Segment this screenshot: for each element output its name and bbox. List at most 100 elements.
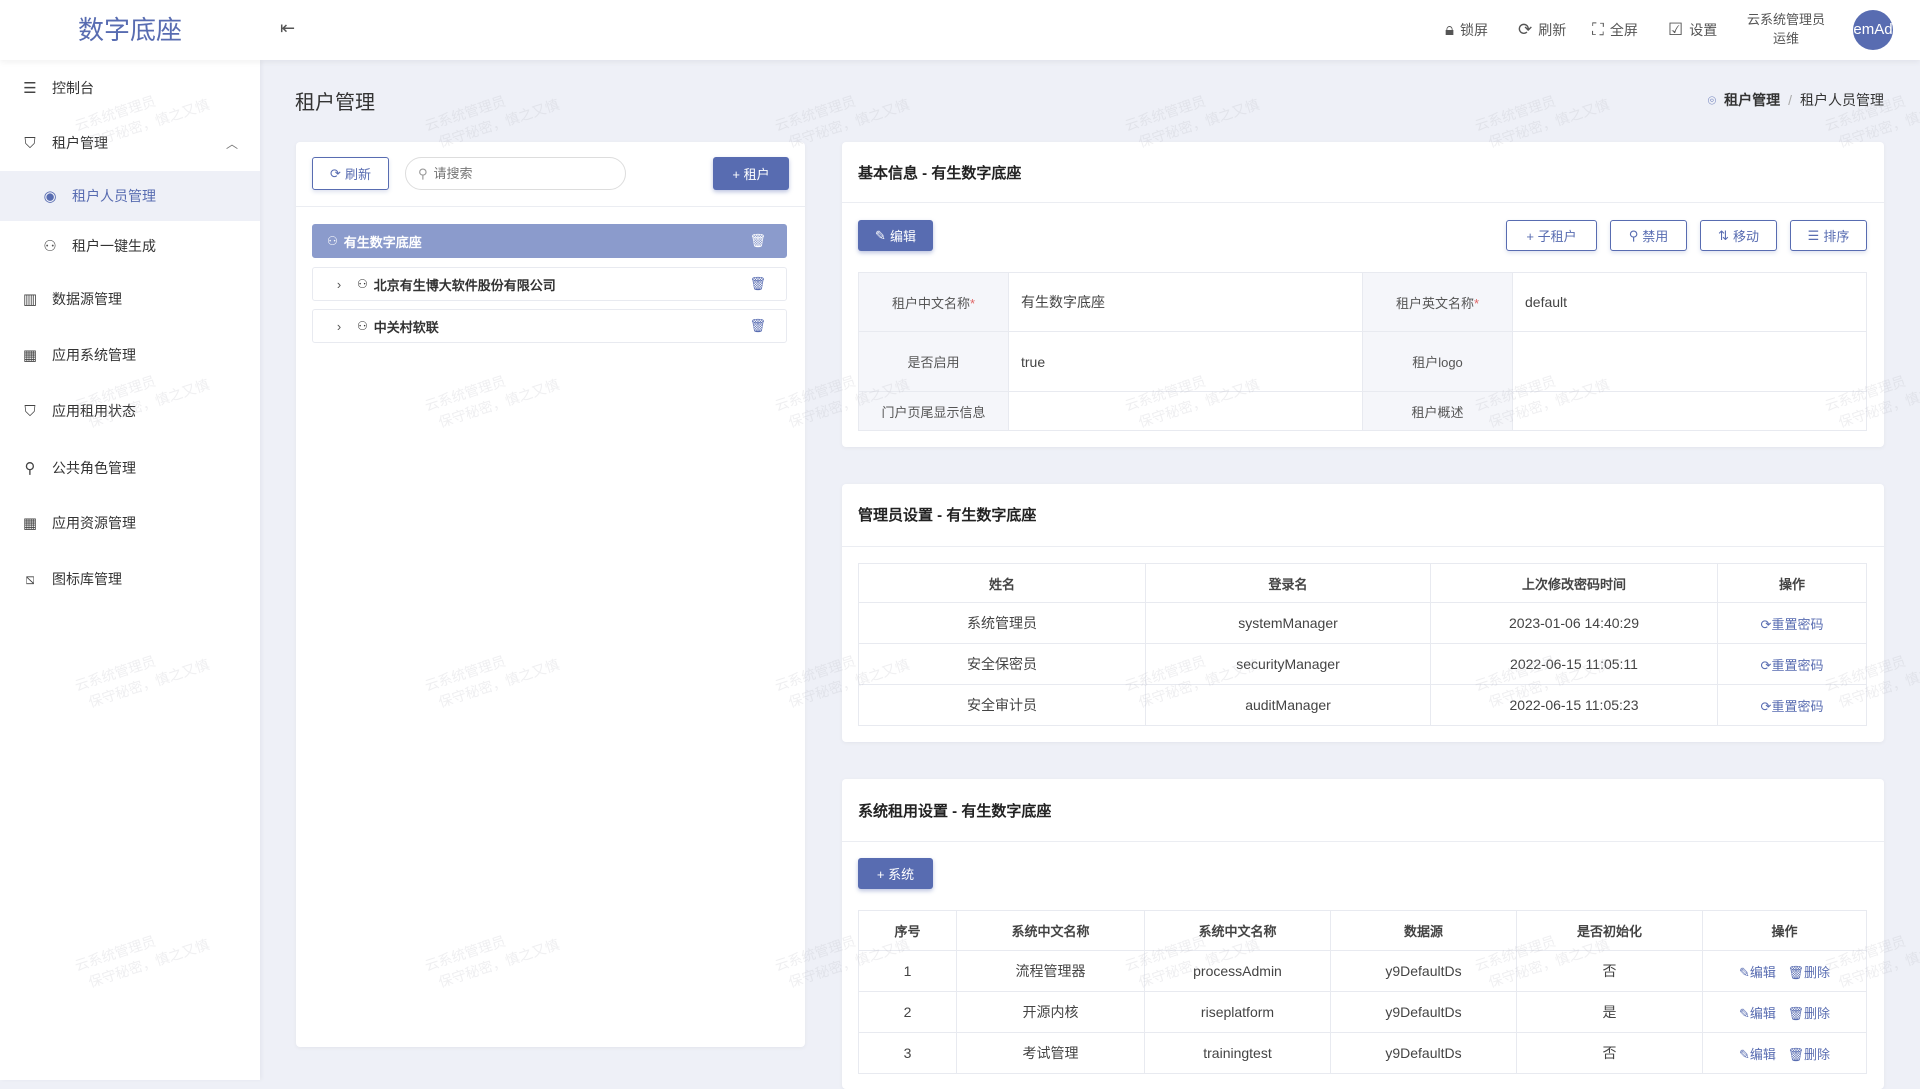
lock-screen-button[interactable]: 🔒︎ 锁屏: [1445, 20, 1488, 40]
grid-icon: ▦: [22, 347, 38, 364]
collapse-sidebar-icon[interactable]: ⇤: [280, 18, 296, 38]
database-icon: ▥: [22, 291, 38, 308]
table-cell: y9DefaultDs: [1330, 950, 1517, 992]
reset-password-link[interactable]: ⟳重置密码: [1761, 658, 1824, 673]
table-row: 安全保密员 securityManager 2022-06-15 11:05:11 ⟳…: [858, 643, 1867, 685]
tree-node[interactable]: › ⚇ 中关村软联 🗑︎: [312, 309, 787, 343]
chevron-right-icon[interactable]: ›: [336, 318, 342, 334]
sidebar-item-app-system[interactable]: ▦ 应用系统管理: [0, 330, 260, 380]
edit-link[interactable]: ✎编辑: [1739, 1047, 1776, 1062]
edit-link[interactable]: ✎编辑: [1739, 965, 1776, 980]
delete-icon[interactable]: 🗑︎: [749, 276, 766, 291]
table-cell: 否: [1516, 950, 1703, 992]
panel-title: 系统租用设置 - 有生数字底座: [858, 803, 1052, 820]
refresh-button[interactable]: ⟳ 刷新: [1518, 20, 1566, 40]
top-header: 数字底座 ⇤ 🔒︎ 锁屏 ⟳ 刷新 ⛶ 全屏 ☑ 设置 云系统管理员 运维 emAd: [0, 0, 1920, 60]
delete-icon[interactable]: 🗑︎: [749, 233, 766, 248]
sidebar-item-tenant-management[interactable]: ⛉ 租户管理 ︿: [0, 118, 260, 168]
column-header: 登录名: [1145, 563, 1431, 603]
reset-password-link[interactable]: ⟳重置密码: [1761, 699, 1824, 714]
sidebar-item-tenant-personnel[interactable]: ◉ 租户人员管理: [0, 171, 260, 221]
panel-title: 基本信息 - 有生数字底座: [858, 165, 1022, 182]
breadcrumb-item: 租户人员管理: [1800, 92, 1884, 108]
trash-icon: 🗑︎: [1787, 1046, 1805, 1062]
users-icon: ⚇: [327, 234, 338, 248]
divider: [842, 841, 1884, 842]
table-header-row: 序号 系统中文名称 系统中文名称 数据源 是否初始化 操作: [858, 910, 1867, 951]
column-header: 是否初始化: [1516, 910, 1703, 951]
fullscreen-button[interactable]: ⛶ 全屏: [1592, 20, 1638, 40]
add-system-button[interactable]: + 系统: [858, 858, 933, 889]
table-cell: 2023-01-06 14:40:29: [1430, 602, 1718, 644]
breadcrumb: ⌾ 租户管理 / 租户人员管理: [1708, 90, 1884, 110]
sidebar-item-app-resources[interactable]: ▦ 应用资源管理: [0, 498, 260, 548]
sidebar-item-public-roles[interactable]: ⚲ 公共角色管理: [0, 443, 260, 493]
tree-refresh-button[interactable]: ⟳ 刷新: [312, 157, 389, 190]
table-cell: processAdmin: [1144, 950, 1331, 992]
settings-button[interactable]: ☑ 设置: [1668, 20, 1717, 40]
table-cell: 安全审计员: [858, 684, 1146, 726]
sidebar-item-label: 控制台: [52, 80, 94, 96]
chevron-right-icon[interactable]: ›: [336, 276, 342, 292]
column-header: 数据源: [1330, 910, 1517, 951]
sidebar-item-tenant-generate[interactable]: ⚇ 租户一键生成: [0, 221, 260, 271]
sidebar-item-app-rental[interactable]: ⛉ 应用租用状态: [0, 386, 260, 436]
cn-name-value: 有生数字底座: [1008, 272, 1363, 332]
table-cell: y9DefaultDs: [1330, 1032, 1517, 1074]
table-cell: 考试管理: [956, 1032, 1145, 1074]
grid-icon: ▦: [22, 515, 38, 532]
sidebar-item-icon-library[interactable]: ⧅ 图标库管理: [0, 554, 260, 604]
delete-icon[interactable]: 🗑︎: [749, 318, 766, 333]
reset-password-link[interactable]: ⟳重置密码: [1761, 617, 1824, 632]
disable-button[interactable]: ⚲ 禁用: [1610, 220, 1687, 251]
add-tenant-button[interactable]: + 租户: [713, 157, 789, 190]
sidebar-item-label: 应用租用状态: [52, 403, 136, 419]
user-role: 运维: [1772, 31, 1799, 46]
refresh-icon: ⟳: [1760, 616, 1772, 632]
column-header: 序号: [858, 910, 957, 951]
system-rental-panel: 系统租用设置 - 有生数字底座 + 系统 序号 系统中文名称 系统中文名称 数据源 是否…: [842, 779, 1884, 1089]
tree-search[interactable]: ⚲: [405, 157, 626, 190]
enabled-value: true: [1008, 331, 1363, 392]
tree-node-label: 北京有生博大软件股份有限公司: [373, 277, 556, 293]
user-gear-icon: ⚇: [43, 238, 57, 255]
edit-link[interactable]: ✎编辑: [1739, 1006, 1776, 1021]
sidebar-item-label: 租户人员管理: [72, 188, 156, 204]
column-header: 操作: [1702, 910, 1867, 951]
tree-node-label: 中关村软联: [373, 319, 439, 335]
breadcrumb-item[interactable]: 租户管理: [1724, 92, 1781, 108]
table-cell: 否: [1516, 1032, 1703, 1074]
app-logo: 数字底座: [77, 15, 182, 45]
sort-label: 排序: [1823, 229, 1850, 244]
table-cell: systemManager: [1145, 602, 1431, 644]
user-info[interactable]: 云系统管理员 运维: [1740, 10, 1832, 48]
search-input[interactable]: [433, 166, 604, 181]
avatar[interactable]: emAd: [1853, 10, 1893, 50]
pencil-icon: ✎: [1738, 964, 1750, 980]
table-cell: ⟳重置密码: [1717, 643, 1867, 685]
sidebar-item-label: 应用资源管理: [52, 515, 136, 531]
edit-label: 编辑: [1749, 1046, 1776, 1062]
column-header: 操作: [1717, 563, 1867, 603]
table-cell: 流程管理器: [956, 950, 1145, 992]
move-button[interactable]: ⇅ 移动: [1700, 220, 1777, 251]
edit-button[interactable]: ✎ 编辑: [858, 220, 933, 251]
add-sub-tenant-button[interactable]: + 子租户: [1506, 220, 1597, 251]
users-icon: ⚇: [357, 319, 368, 333]
delete-link[interactable]: 🗑︎删除: [1788, 965, 1831, 980]
divider: [842, 202, 1884, 203]
tree-node[interactable]: ⚇ 有生数字底座 🗑︎: [312, 224, 787, 258]
sidebar-item-dashboard[interactable]: ☰ 控制台: [0, 63, 260, 113]
sidebar-item-datasource[interactable]: ▥ 数据源管理: [0, 274, 260, 324]
delete-link[interactable]: 🗑︎删除: [1788, 1047, 1831, 1062]
column-header: 上次修改密码时间: [1430, 563, 1718, 603]
sort-button[interactable]: ☰ 排序: [1790, 220, 1867, 251]
pencil-icon: ✎: [875, 227, 886, 243]
sidebar-item-label: 租户管理: [52, 135, 108, 151]
reset-password-label: 重置密码: [1771, 657, 1824, 673]
field-label: 租户概述: [1362, 391, 1513, 431]
tree-node[interactable]: › ⚇ 北京有生博大软件股份有限公司 🗑︎: [312, 267, 787, 301]
table-row: 2 开源内核 riseplatform y9DefaultDs 是 ✎编辑 🗑︎删除: [858, 991, 1867, 1033]
edit-label: 编辑: [1749, 1005, 1776, 1021]
delete-link[interactable]: 🗑︎删除: [1788, 1006, 1831, 1021]
